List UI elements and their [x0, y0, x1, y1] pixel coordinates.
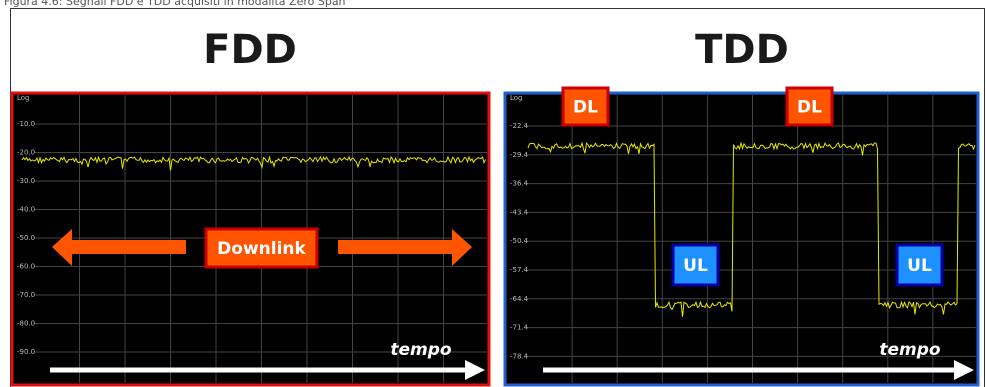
y-tick-label: -22.4 — [510, 122, 529, 130]
y-tick-label: -10.0 — [17, 120, 35, 128]
y-tick-label: -90.0 — [17, 348, 35, 356]
y-tick-label: -20.0 — [17, 149, 35, 157]
label: UL — [683, 256, 708, 276]
y-tick-label: -80.0 — [17, 320, 35, 328]
panel-title: TDD — [695, 27, 789, 73]
scale-label: Log — [17, 94, 30, 102]
y-tick-label: -40.0 — [17, 206, 35, 214]
panel-title: FDD — [203, 27, 297, 73]
label: DL — [797, 98, 822, 118]
y-tick-label: -29.4 — [510, 151, 529, 159]
label: Downlink — [217, 239, 306, 259]
y-tick-label: -64.4 — [510, 295, 529, 303]
y-tick-label: -30.0 — [17, 177, 35, 185]
y-tick-label: -50.0 — [17, 234, 35, 242]
time-label: tempo — [390, 340, 452, 360]
figure: Figura 4.6: Segnali FDD e TDD acquisiti … — [0, 0, 986, 387]
time-label: tempo — [879, 340, 941, 360]
y-tick-label: -57.4 — [510, 266, 529, 274]
scale-label: Log — [510, 94, 523, 102]
y-tick-label: -60.0 — [17, 263, 35, 271]
y-tick-label: -70.0 — [17, 291, 35, 299]
y-tick-label: -50.4 — [510, 237, 529, 245]
y-tick-label: -43.4 — [510, 208, 529, 216]
label: DL — [573, 98, 598, 118]
y-tick-label: -71.4 — [510, 324, 529, 332]
label: UL — [907, 256, 932, 276]
y-tick-label: -78.4 — [510, 352, 529, 360]
y-tick-label: -36.4 — [510, 180, 529, 188]
caption: Figura 4.6: Segnali FDD e TDD acquisiti … — [4, 0, 346, 8]
